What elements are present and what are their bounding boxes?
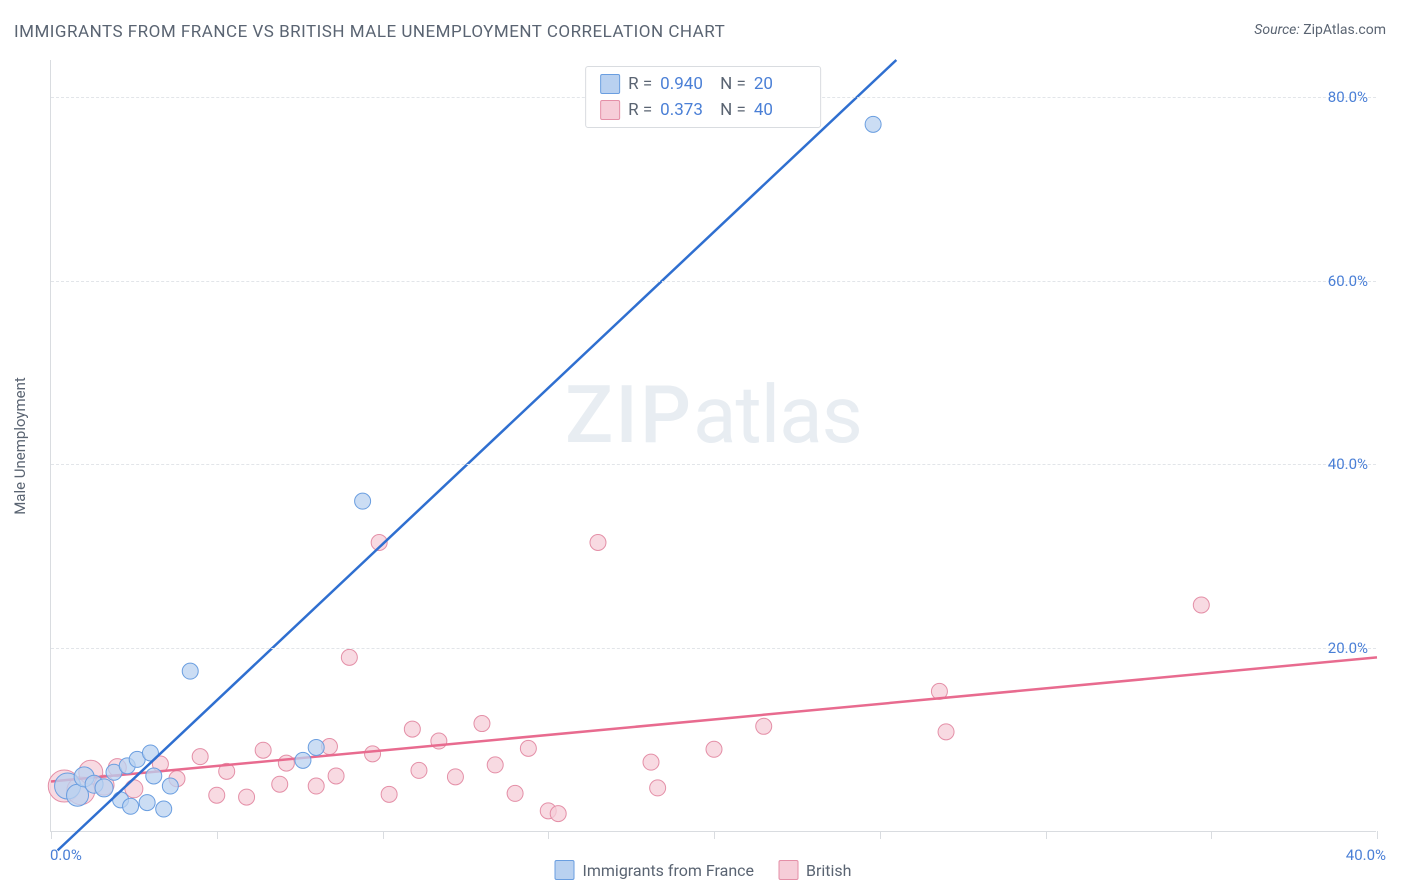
scatter-point (507, 785, 523, 801)
x-tick-mark (714, 831, 715, 839)
scatter-point (865, 116, 881, 132)
legend-item-british: British (778, 860, 851, 880)
scatter-point (411, 762, 427, 778)
r-value-british: 0.373 (660, 97, 712, 123)
gridline (51, 281, 1376, 282)
scatter-point (550, 806, 566, 822)
chart-container: IMMIGRANTS FROM FRANCE VS BRITISH MALE U… (0, 0, 1406, 892)
source-attribution: Source: ZipAtlas.com (1254, 22, 1386, 38)
legend-row-france: R = 0.940 N = 20 (600, 71, 806, 97)
scatter-point (590, 535, 606, 551)
scatter-point (192, 749, 208, 765)
legend-row-british: R = 0.373 N = 40 (600, 97, 806, 123)
scatter-point (278, 755, 294, 771)
scatter-point (365, 746, 381, 762)
source-value: ZipAtlas.com (1303, 22, 1386, 38)
scatter-point (239, 789, 255, 805)
scatter-point (404, 721, 420, 737)
x-axis-origin-label: 0.0% (50, 846, 82, 864)
scatter-point (308, 778, 324, 794)
scatter-point (328, 768, 344, 784)
x-axis-end-label: 40.0% (1346, 846, 1386, 864)
y-tick-label: 60.0% (1328, 272, 1368, 290)
x-tick-mark (880, 831, 881, 839)
x-tick-mark (1377, 831, 1378, 839)
scatter-point (139, 795, 155, 811)
scatter-point (1193, 597, 1209, 613)
y-tick-label: 40.0% (1328, 455, 1368, 473)
n-value-british: 40 (754, 97, 806, 123)
scatter-point (95, 779, 113, 797)
n-value-france: 20 (754, 71, 806, 97)
scatter-point (341, 649, 357, 665)
x-tick-mark (217, 831, 218, 839)
scatter-point (156, 801, 172, 817)
swatch-british-bottom (778, 860, 798, 880)
x-tick-mark (1046, 831, 1047, 839)
r-label-british: R = (628, 97, 652, 123)
scatter-point (487, 757, 503, 773)
scatter-point (162, 778, 178, 794)
legend-series: Immigrants from France British (555, 860, 852, 880)
gridline (51, 648, 1376, 649)
x-tick-mark (51, 831, 52, 839)
legend-label-france: Immigrants from France (583, 861, 755, 880)
legend-label-british: British (806, 861, 851, 880)
swatch-france-bottom (555, 860, 575, 880)
x-tick-mark (1211, 831, 1212, 839)
n-label-british: N = (720, 97, 746, 123)
plot-svg (51, 60, 1376, 831)
scatter-point (123, 798, 139, 814)
scatter-point (209, 787, 225, 803)
source-label: Source: (1254, 22, 1299, 38)
scatter-point (295, 752, 311, 768)
regression-line (51, 657, 1377, 781)
plot-area: ZIPatlas 20.0%40.0%60.0%80.0% (50, 60, 1376, 832)
scatter-point (474, 716, 490, 732)
r-value-france: 0.940 (660, 71, 712, 97)
swatch-british (600, 100, 620, 120)
scatter-point (146, 768, 162, 784)
scatter-point (520, 740, 536, 756)
x-tick-mark (383, 831, 384, 839)
gridline (51, 464, 1376, 465)
scatter-point (643, 754, 659, 770)
legend-item-france: Immigrants from France (555, 860, 755, 880)
n-label-france: N = (720, 71, 746, 97)
scatter-point (756, 718, 772, 734)
scatter-point (938, 724, 954, 740)
x-tick-mark (548, 831, 549, 839)
y-tick-label: 80.0% (1328, 88, 1368, 106)
scatter-point (308, 739, 324, 755)
scatter-point (272, 776, 288, 792)
scatter-point (355, 493, 371, 509)
r-label-france: R = (628, 71, 652, 97)
chart-title: IMMIGRANTS FROM FRANCE VS BRITISH MALE U… (14, 22, 725, 42)
y-axis-label: Male Unemployment (11, 377, 29, 515)
regression-line (58, 60, 897, 850)
legend-correlation: R = 0.940 N = 20 R = 0.373 N = 40 (585, 66, 821, 128)
scatter-point (255, 742, 271, 758)
scatter-point (447, 769, 463, 785)
scatter-point (650, 780, 666, 796)
y-tick-label: 20.0% (1328, 639, 1368, 657)
scatter-point (381, 786, 397, 802)
scatter-point (182, 663, 198, 679)
swatch-france (600, 74, 620, 94)
scatter-point (706, 741, 722, 757)
